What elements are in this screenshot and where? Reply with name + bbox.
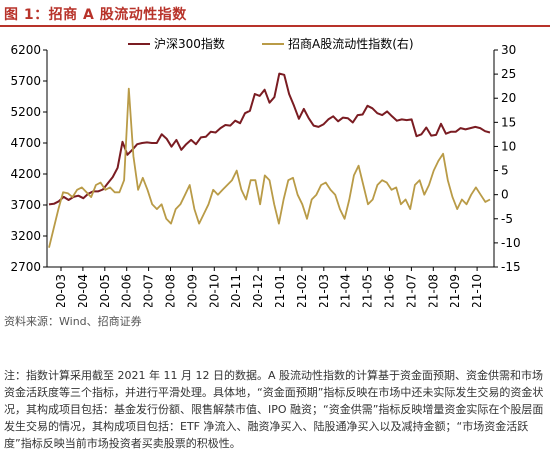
x-tick-label: 2021-08 (426, 274, 440, 307)
x-tick-label: 2021-02 (295, 274, 309, 307)
y-left-tick-label: 6200 (10, 43, 41, 57)
x-tick-label: 2020-06 (120, 274, 134, 307)
series-line-liquidity (48, 87, 491, 248)
x-tick-label: 2021-09 (448, 274, 462, 307)
series-layer (48, 72, 491, 248)
y-right-tick-label: -5 (501, 212, 513, 226)
x-tick-label: 2020-07 (142, 274, 156, 307)
y-right-tick-label: -15 (501, 260, 521, 274)
series-line-csi300 (48, 72, 491, 206)
y-left-tick-label: 4700 (10, 136, 41, 150)
x-tick-label: 2020-03 (54, 274, 68, 307)
y-right-tick-label: 10 (501, 139, 516, 153)
x-tick-label: 2021-01 (273, 274, 287, 307)
legend: 沪深300指数 招商A股流动性指数(右) (128, 36, 414, 51)
x-tick-label: 2020-08 (164, 274, 178, 307)
figure-title-bar: 图 1：招商 A 股流动性指数 (0, 0, 550, 27)
x-tick-label: 2021-07 (404, 274, 418, 307)
x-tick-label: 2021-05 (361, 274, 375, 307)
y-right-tick-label: 5 (501, 164, 509, 178)
legend-label-csi300: 沪深300指数 (154, 36, 225, 51)
x-tick-label: 2020-11 (229, 274, 243, 307)
axes: 27003200370042004700520057006200-15-10-5… (10, 43, 520, 307)
y-right-tick-label: -10 (501, 236, 521, 250)
x-tick-label: 2020-09 (185, 274, 199, 307)
source-line: 资料来源：Wind、招商证券 (4, 315, 142, 328)
y-right-tick-label: 0 (501, 188, 509, 202)
y-right-tick-label: 30 (501, 43, 516, 57)
y-left-tick-label: 3200 (10, 229, 41, 243)
x-tick-label: 2021-04 (339, 274, 353, 307)
y-left-tick-label: 5700 (10, 74, 41, 88)
y-right-tick-label: 25 (501, 67, 516, 81)
x-tick-label: 2021-10 (470, 274, 484, 307)
x-tick-label: 2020-10 (207, 274, 221, 307)
x-tick-label: 2020-04 (76, 274, 90, 307)
y-right-tick-label: 20 (501, 91, 516, 105)
chart: 沪深300指数 招商A股流动性指数(右) 2700 3200 3700 4200 470… (10, 36, 520, 307)
y-left-tick-label: 5200 (10, 105, 41, 119)
x-tick-label: 2020-12 (251, 274, 265, 307)
y-left-tick-label: 3700 (10, 198, 41, 212)
figure-title: 图 1：招商 A 股流动性指数 (4, 7, 187, 23)
note-text: 注：指数计算采用截至 2021 年 11 月 12 日的数据。A 股流动性指数的… (4, 369, 544, 450)
x-tick-label: 2020-05 (98, 274, 112, 307)
y-left-tick-label: 4200 (10, 167, 41, 181)
legend-label-liquidity: 招商A股流动性指数(右) (288, 36, 414, 51)
x-tick-label: 2021-03 (317, 274, 331, 307)
y-right-tick-label: 15 (501, 115, 516, 129)
y-left-tick-label: 2700 (10, 260, 41, 274)
x-tick-label: 2021-06 (383, 274, 397, 307)
